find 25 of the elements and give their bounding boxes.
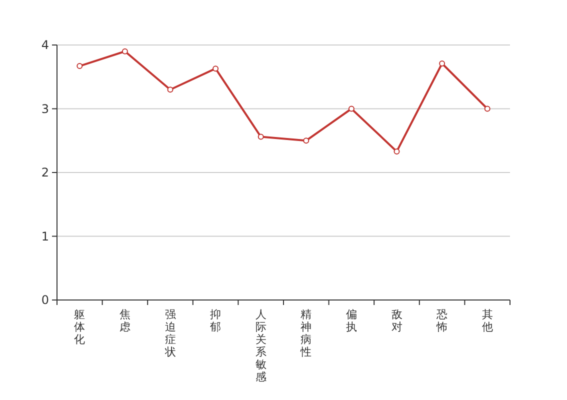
y-tick-label: 0	[41, 293, 49, 307]
point	[303, 138, 310, 144]
y-tick-label: 2	[41, 166, 49, 180]
point	[394, 148, 400, 154]
point	[167, 86, 174, 93]
point	[439, 60, 446, 66]
point	[348, 106, 354, 112]
point	[258, 134, 264, 140]
x-tick-label: 其他	[482, 308, 493, 334]
y-tick-label: 3	[41, 102, 49, 116]
point	[212, 66, 219, 72]
x-tick-label: 抑郁	[210, 308, 222, 334]
y-tick-label: 4	[41, 38, 49, 52]
point	[122, 48, 128, 54]
x-tick-label: 偏执	[346, 308, 357, 334]
point	[484, 106, 490, 112]
x-tick-label: 敌对	[391, 308, 402, 334]
point	[76, 63, 83, 70]
x-tick-label: 恐怖	[436, 308, 448, 334]
x-tick-label: 人际关系敏感	[255, 308, 266, 384]
y-tick-label: 1	[41, 229, 49, 244]
x-tick-label: 强迫症状	[164, 308, 176, 358]
x-tick-label: 焦虑	[119, 308, 130, 334]
x-tick-label: 躯体化	[74, 308, 86, 346]
x-tick-label: 精神病性	[300, 308, 312, 358]
